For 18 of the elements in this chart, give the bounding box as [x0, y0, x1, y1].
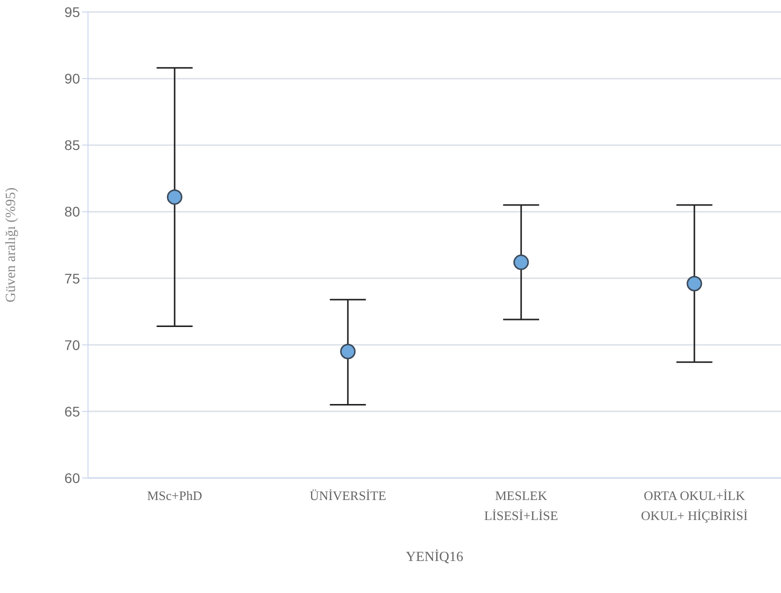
- y-tick-label: 80: [64, 204, 80, 220]
- x-axis-title: YENİQ16: [406, 549, 464, 565]
- y-tick-label: 70: [64, 336, 80, 353]
- y-tick-label: 95: [64, 4, 80, 20]
- y-tick-label: 75: [64, 270, 80, 286]
- x-tick-label: MESLEK LİSESİ+LİSE: [484, 488, 558, 523]
- y-tick-label: 60: [64, 470, 80, 486]
- point: [340, 344, 356, 360]
- y-tick-label: 85: [64, 137, 80, 154]
- x-tick-label: ORTA OKUL+İLK OKUL+ HİÇBİRİSİ: [641, 488, 748, 523]
- point: [513, 254, 529, 270]
- y-axis-title: Güven aralığı (%95): [4, 187, 19, 303]
- y-tick-label: 90: [64, 70, 80, 87]
- point: [166, 189, 182, 205]
- point: [686, 276, 702, 292]
- x-tick-label: MSc+PhD: [147, 488, 202, 503]
- y-tick-label: 65: [64, 403, 80, 420]
- x-tick-label: ÜNİVERSİTE: [310, 488, 386, 503]
